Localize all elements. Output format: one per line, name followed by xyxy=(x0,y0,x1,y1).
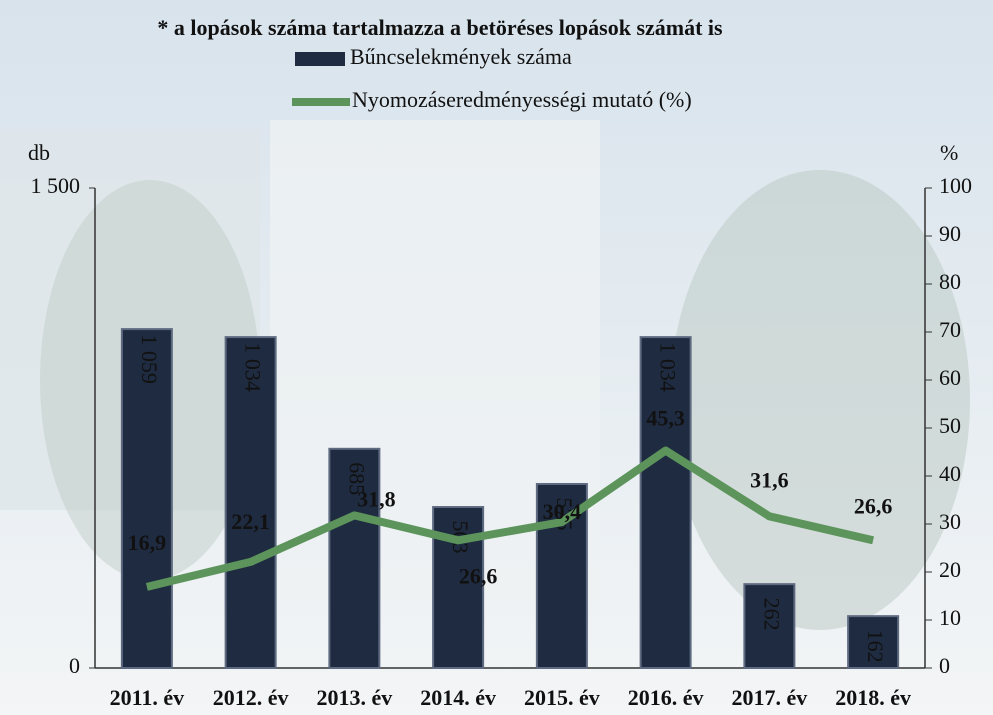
y2-tick-label: 50 xyxy=(939,413,961,438)
line-value-label: 30,4 xyxy=(543,499,582,524)
bar-value-label: 1 059 xyxy=(137,334,162,384)
y-axis-label: db xyxy=(28,140,50,165)
bar xyxy=(743,583,796,669)
y2-axis-label: % xyxy=(940,140,958,165)
bar-value-label: 685 xyxy=(344,462,369,495)
x-tick-label: 2017. év xyxy=(731,685,807,710)
line-value-label: 31,6 xyxy=(750,467,789,492)
x-tick-label: 2011. év xyxy=(110,685,185,710)
bar xyxy=(639,336,692,669)
bar-value-label: 262 xyxy=(759,598,784,631)
bar xyxy=(847,615,900,669)
line-value-label: 26,6 xyxy=(459,563,498,588)
tree xyxy=(670,170,970,630)
line-value-label: 22,1 xyxy=(231,509,270,534)
y2-tick-label: 30 xyxy=(939,509,961,534)
line xyxy=(145,446,875,591)
y2-tick-label: 40 xyxy=(939,461,961,486)
x-tick-label: 2015. év xyxy=(524,685,600,710)
y2-tick-label: 100 xyxy=(939,173,972,198)
y2-tick-label: 70 xyxy=(939,317,961,342)
y2-tick-label: 90 xyxy=(939,221,961,246)
x-tick-label: 2014. év xyxy=(420,685,496,710)
x-tick-label: 2012. év xyxy=(213,685,289,710)
line-value-label: 31,8 xyxy=(357,486,396,511)
y-tick-label: 0 xyxy=(69,653,80,678)
y2-tick-label: 60 xyxy=(939,365,961,390)
line-value-label: 16,9 xyxy=(128,530,167,555)
bar-value-label: 1 034 xyxy=(241,342,266,392)
x-tick-label: 2013. év xyxy=(316,685,392,710)
bar xyxy=(224,336,277,669)
legend-label: Nyomozáseredményességi mutató (%) xyxy=(352,87,692,112)
bar-value-label: 162 xyxy=(863,630,888,663)
y2-tick-label: 0 xyxy=(939,653,950,678)
legend-swatch xyxy=(295,52,345,66)
bar-value-label: 1 034 xyxy=(656,342,681,392)
line-value-label: 45,3 xyxy=(646,406,685,431)
bar xyxy=(328,447,381,669)
bar xyxy=(120,328,173,669)
line-value-label: 26,6 xyxy=(854,493,893,518)
x-tick-label: 2016. év xyxy=(628,685,704,710)
chart-title: * a lopások száma tartalmazza a betörése… xyxy=(157,15,723,40)
y-tick-label: 1 500 xyxy=(31,173,81,198)
y2-tick-label: 20 xyxy=(939,557,961,582)
legend-label: Bűncselekmények száma xyxy=(350,44,572,69)
x-tick-label: 2018. év xyxy=(835,685,911,710)
y2-tick-label: 10 xyxy=(939,605,961,630)
y2-tick-label: 80 xyxy=(939,269,961,294)
